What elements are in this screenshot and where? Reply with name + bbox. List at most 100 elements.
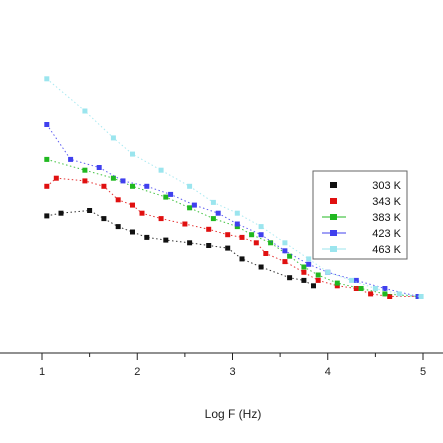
data-point [258,232,264,238]
data-point [382,291,388,297]
data-point [239,256,245,262]
data-point [282,248,288,254]
data-point [382,286,388,291]
data-point [387,294,393,299]
data-point [210,216,216,222]
data-point [253,240,259,246]
data-point [82,108,88,114]
data-point [115,224,121,230]
data-point [225,232,231,238]
data-point [96,165,102,170]
data-point [168,191,174,197]
legend-marker [330,230,337,236]
data-point [210,199,216,205]
data-point [182,221,188,227]
legend-marker [330,198,337,204]
data-point [82,178,88,184]
x-tick-label: 5 [420,366,426,378]
data-point [120,178,126,184]
legend-label: 463 K [372,244,401,256]
data-point [287,275,293,281]
legend-marker [330,214,337,220]
data-point [263,251,269,256]
data-point [258,264,264,270]
data-point [418,294,424,299]
x-tick-label: 4 [325,366,331,378]
data-point [130,151,135,157]
data-point [301,277,307,283]
data-point [258,224,264,230]
data-point [144,183,150,189]
data-point [225,245,231,251]
data-point [306,261,312,267]
legend-label: 423 K [372,228,401,240]
data-point [101,216,107,222]
data-point [353,277,359,283]
data-point [353,286,359,291]
legend-marker [330,246,337,252]
series-line [46,177,419,297]
data-point [82,167,88,173]
data-point [44,156,50,162]
plot-area [44,76,424,299]
data-point [301,264,307,270]
data-point [44,122,50,127]
data-point [315,272,321,278]
data-point [187,240,193,246]
data-point [368,291,374,297]
legend-label: 303 K [372,180,401,192]
series-line [46,78,422,297]
data-point [315,277,321,283]
data-point [372,286,378,291]
legend-label: 383 K [372,212,401,224]
x-axis-title: Log F (Hz) [205,407,262,421]
data-point [163,237,169,243]
data-point [206,243,212,248]
x-tick-label: 2 [134,366,140,378]
legend: 303 K 343 K 383 K 423 K 463 K [312,170,408,260]
data-point [58,210,64,216]
data-point [334,283,340,289]
data-point [334,280,340,286]
data-point [139,210,145,216]
data-point [115,197,121,203]
data-point [215,210,221,216]
data-point [68,156,74,162]
legend-box [312,170,408,260]
data-point [234,210,240,216]
data-point [268,240,274,246]
data-point [187,183,193,189]
data-point [130,183,135,189]
x-tick-label: 3 [229,366,235,378]
data-point [282,240,288,246]
data-point [287,253,293,259]
x-tick-label: 1 [39,366,45,378]
data-point [325,269,331,275]
data-point [234,221,240,227]
data-point [44,213,50,219]
data-point [144,234,150,240]
data-point [163,194,169,200]
data-point [101,183,107,189]
data-point [358,286,364,291]
data-point [306,256,312,262]
data-point [206,226,212,232]
data-point [191,202,197,208]
legend-marker [330,182,337,188]
data-point [130,229,135,235]
data-point [282,259,288,265]
legend-label: 343 K [372,196,401,208]
data-point [110,175,116,181]
data-point [311,283,316,289]
series-4 [44,76,424,299]
data-point [396,291,402,297]
data-point [349,277,355,283]
data-point [249,232,255,238]
data-point [44,183,50,189]
series-0 [44,208,316,289]
data-point [301,269,307,275]
data-point [158,167,164,173]
data-point [44,76,50,82]
data-point [158,216,164,222]
